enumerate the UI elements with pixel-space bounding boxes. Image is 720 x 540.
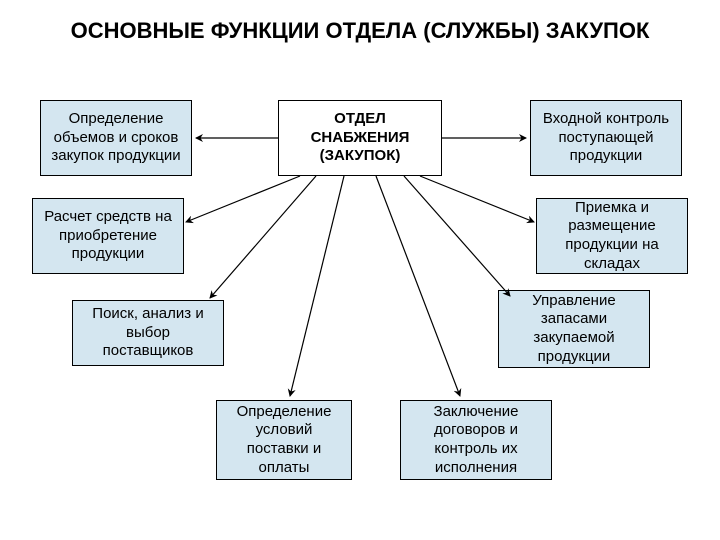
node-inventory-mgmt: Управление запасами закупаемой продукции [498, 290, 650, 368]
node-label: Приемка и размещение продукции на склада… [545, 199, 679, 274]
node-incoming-control: Входной контроль поступающей продукции [530, 100, 682, 176]
node-center: ОТДЕЛ СНАБЖЕНИЯ (ЗАКУПОК) [278, 100, 442, 176]
node-receiving-placement: Приемка и размещение продукции на склада… [536, 198, 688, 274]
node-label: Заключение договоров и контроль их испол… [409, 403, 543, 478]
node-label: Расчет средств на приобретение продукции [41, 208, 175, 264]
node-contracts: Заключение договоров и контроль их испол… [400, 400, 552, 480]
node-label: Определение условий поставки и оплаты [225, 403, 343, 478]
node-funds-calc: Расчет средств на приобретение продукции [32, 198, 184, 274]
node-label: Поиск, анализ и выбор поставщиков [81, 305, 215, 361]
node-delivery-terms: Определение условий поставки и оплаты [216, 400, 352, 480]
diagram-title: ОСНОВНЫЕ ФУНКЦИИ ОТДЕЛА (СЛУЖБЫ) ЗАКУПОК [0, 18, 720, 44]
node-center-label: ОТДЕЛ СНАБЖЕНИЯ (ЗАКУПОК) [287, 110, 433, 166]
node-supplier-search: Поиск, анализ и выбор поставщиков [72, 300, 224, 366]
node-label: Входной контроль поступающей продукции [539, 110, 673, 166]
node-volumes-terms: Определение объемов и сроков закупок про… [40, 100, 192, 176]
node-label: Определение объемов и сроков закупок про… [49, 110, 183, 166]
node-label: Управление запасами закупаемой продукции [507, 292, 641, 367]
